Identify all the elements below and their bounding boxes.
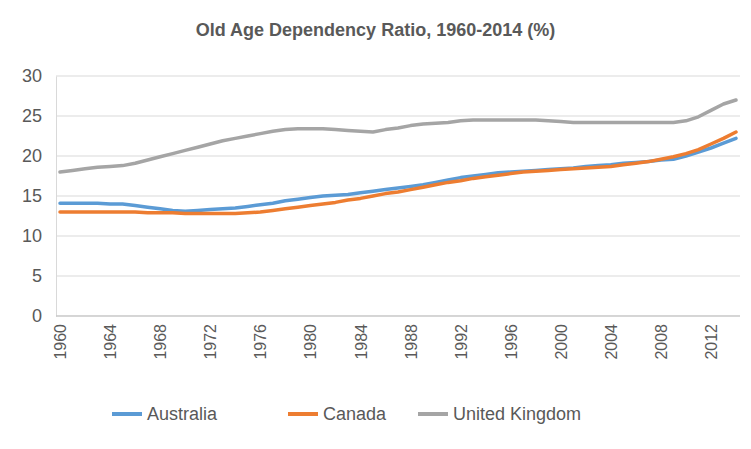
x-tick-label: 2004 [603, 324, 620, 360]
x-tick: 2004 [603, 324, 620, 360]
legend-swatch [112, 412, 142, 416]
y-tick: 25 [22, 106, 56, 126]
legend-swatch [418, 412, 448, 416]
x-tick-label: 1960 [52, 324, 69, 360]
grid-line [56, 76, 740, 77]
series-line [60, 100, 736, 172]
legend: Australia Canada United Kingdom [112, 404, 581, 424]
x-tick: 1964 [102, 324, 119, 360]
legend-swatch [288, 412, 318, 416]
x-tick: 2012 [703, 324, 720, 360]
x-tick: 1984 [353, 324, 370, 360]
y-tick: 15 [22, 186, 56, 206]
x-tick-label: 2012 [703, 324, 720, 360]
y-tick: 30 [22, 66, 56, 86]
grid-line [56, 276, 740, 277]
x-tick-label: 1988 [403, 324, 420, 360]
y-tick-label: 5 [32, 266, 42, 286]
y-tick-label: 20 [22, 146, 42, 166]
x-tick-label: 1964 [102, 324, 119, 360]
y-tick-label: 15 [22, 186, 42, 206]
x-tick-label: 1992 [453, 324, 470, 360]
y-tick-label: 25 [22, 106, 42, 126]
x-tick-label: 1980 [302, 324, 319, 360]
grid-line [56, 116, 740, 117]
series-line [60, 132, 736, 214]
x-tick: 2000 [553, 324, 570, 360]
x-tick: 1980 [302, 324, 319, 360]
y-tick: 0 [32, 306, 56, 326]
grid [56, 76, 740, 316]
legend-item: Australia [112, 404, 218, 424]
title: Old Age Dependency Ratio, 1960-2014 (%) [196, 20, 555, 40]
x-tick: 1996 [503, 324, 520, 360]
x-tick: 1968 [152, 324, 169, 360]
grid-line [56, 236, 740, 237]
y-tick-label: 10 [22, 226, 42, 246]
legend-item: Canada [288, 404, 387, 424]
y-tick-label: 0 [32, 306, 42, 326]
y-axis: 0 5 10 15 20 25 30 [22, 66, 57, 326]
legend-label: Canada [323, 404, 387, 424]
x-tick: 1988 [403, 324, 420, 360]
y-tick: 10 [22, 226, 56, 246]
series-line [60, 138, 736, 211]
x-tick: 2008 [653, 324, 670, 360]
x-tick-label: 2008 [653, 324, 670, 360]
grid-line [56, 316, 740, 317]
plot-area [60, 100, 736, 214]
x-tick: 1976 [252, 324, 269, 360]
x-tick-label: 1984 [353, 324, 370, 360]
x-tick: 1960 [52, 324, 69, 360]
y-tick: 20 [22, 146, 56, 166]
x-tick-label: 2000 [553, 324, 570, 360]
grid-line [56, 196, 740, 197]
legend-label: United Kingdom [453, 404, 581, 424]
x-tick: 1992 [453, 324, 470, 360]
x-tick-label: 1968 [152, 324, 169, 360]
x-tick-label: 1996 [503, 324, 520, 360]
x-tick-label: 1972 [202, 324, 219, 360]
x-tick: 1972 [202, 324, 219, 360]
y-axis-line [56, 77, 57, 317]
y-tick: 5 [32, 266, 56, 286]
legend-item: United Kingdom [418, 404, 581, 424]
y-tick-label: 30 [22, 66, 42, 86]
x-axis: 1960 1964 1968 1972 1976 1980 1984 1988 1992 1996… [52, 316, 740, 360]
chart: Old Age Dependency Ratio, 1960-2014 (%) 0… [0, 0, 751, 449]
x-axis-line [56, 316, 740, 317]
x-tick-label: 1976 [252, 324, 269, 360]
legend-label: Australia [147, 404, 218, 424]
